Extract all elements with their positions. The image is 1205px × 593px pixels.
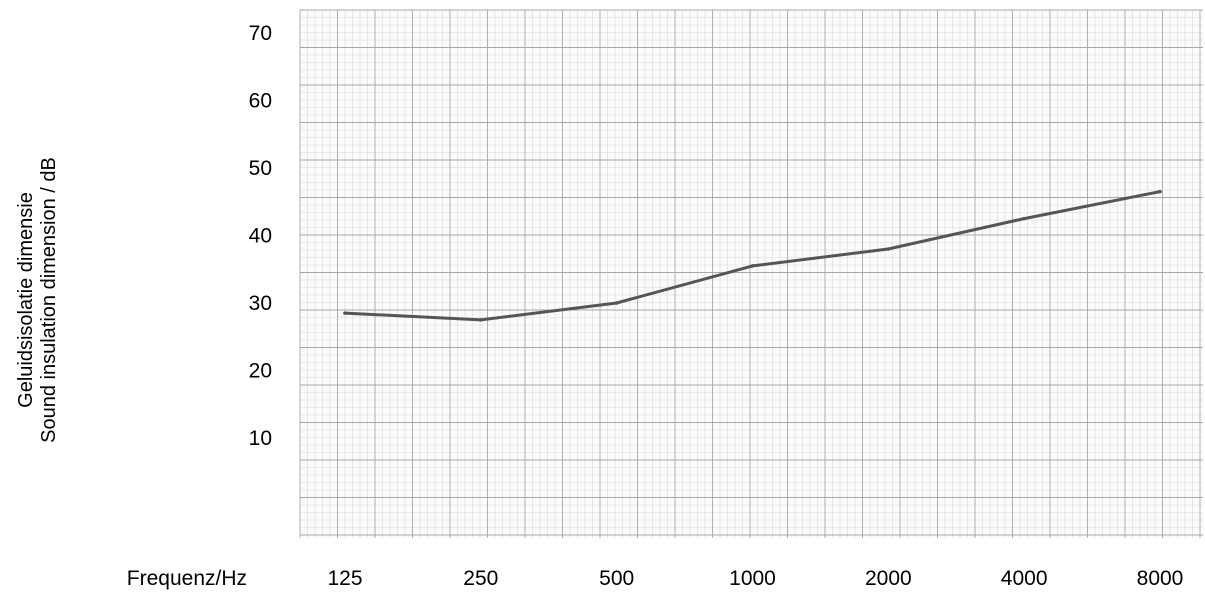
x-tick-label: 125 (327, 567, 362, 590)
x-tick-labels: 125 250 500 1000 2000 4000 8000 (327, 567, 1183, 590)
x-axis-title: Frequenz/Hz (127, 567, 247, 590)
y-tick-label: 40 (249, 225, 272, 248)
x-tick-label: 8000 (1137, 567, 1184, 590)
data-point (343, 311, 347, 315)
y-tick-label: 70 (249, 22, 272, 45)
y-tick-label: 20 (249, 360, 272, 383)
data-point (614, 301, 619, 305)
major-grid (299, 9, 1203, 538)
data-point (750, 264, 755, 268)
x-tick-label: 250 (463, 567, 498, 590)
y-tick-label: 60 (249, 90, 272, 113)
data-point (479, 318, 483, 322)
x-tick-label: 1000 (729, 567, 776, 590)
y-axis-title-line-2: Sound insulation dimension / dB (38, 157, 60, 443)
series-layer (343, 189, 1162, 322)
y-tick-label: 10 (249, 427, 272, 450)
y-tick-label: 50 (249, 157, 272, 180)
y-tick-label: 30 (249, 292, 272, 315)
data-point (886, 247, 891, 251)
data-point (1158, 189, 1162, 194)
x-tick-label: 4000 (1001, 567, 1048, 590)
data-point (1022, 216, 1026, 221)
y-tick-labels: 10 20 30 40 50 60 70 (249, 22, 272, 450)
x-tick-label: 2000 (865, 567, 912, 590)
minor-grid (300, 10, 1203, 538)
plot-area (300, 10, 1203, 538)
y-axis-title-line-1: Geluidsisolatie dimensie (15, 192, 37, 408)
x-tick-label: 500 (599, 567, 634, 590)
